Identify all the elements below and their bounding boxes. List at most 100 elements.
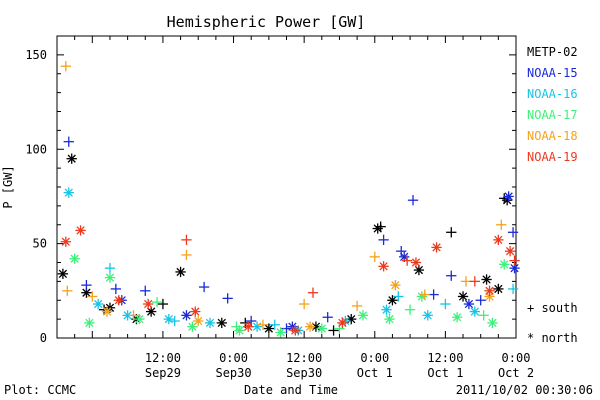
data-point-star [487,317,498,329]
data-point-plus [440,298,451,310]
data-point-plus [507,227,519,238]
data-point-star [390,279,401,291]
data-point-star [163,313,174,325]
legend-marker-key: + south [527,301,578,315]
data-point-plus [307,287,319,298]
data-point-star [316,323,327,334]
legend-item: NOAA-16 [527,87,578,101]
x-tick-label: 12:00 [145,351,181,365]
x-axis-label: Date and Time [244,383,338,397]
data-point-star [484,285,495,296]
data-point-plus [460,276,472,287]
data-point-star [75,225,86,236]
data-point-star [337,317,348,329]
data-point-star [263,323,274,334]
data-point-star [134,313,145,325]
data-point-plus [496,219,507,230]
data-point-star [93,298,104,310]
data-point-star [493,283,504,295]
x-tick-date-label: Oct 1 [427,366,463,380]
x-tick-label: 12:00 [427,351,463,365]
y-tick-label: 100 [25,142,47,156]
data-point-star [463,298,475,310]
data-point-star [66,153,77,164]
data-point-star [113,295,124,306]
data-point-star [357,310,369,321]
data-point-plus [404,304,416,315]
x-tick-label: 0:00 [360,351,389,365]
data-point-star [193,315,204,327]
data-point-star [481,274,492,285]
data-point-plus [151,296,163,308]
data-point-plus [157,298,169,310]
data-point-plus [169,315,180,327]
x-tick-date-label: Sep30 [215,366,251,380]
data-point-star [469,306,480,317]
y-tick-label: 0 [40,331,47,345]
data-point-star [378,261,389,272]
data-point-star [251,321,263,332]
data-point-plus [509,255,520,266]
data-point-star [84,317,95,329]
data-point-plus [446,270,457,281]
data-point-plus [104,263,116,274]
data-point-star [63,187,74,198]
y-tick-label: 50 [33,237,47,251]
data-point-plus [128,310,139,321]
data-point-plus [507,283,519,295]
legend-marker-key: * north [527,331,578,345]
data-point-plus [222,293,233,304]
data-point-star [146,306,157,317]
legend-item: NOAA-15 [527,66,578,80]
legend-item: METP-02 [527,45,578,59]
x-tick-date-label: Sep29 [145,366,181,380]
data-point-star [175,266,186,278]
data-point-plus [475,295,486,306]
data-point-star [57,268,69,279]
data-points [57,61,520,338]
data-point-plus [62,285,73,296]
data-point-plus [478,310,489,321]
data-point-star [104,272,116,283]
legend-item: NOAA-19 [527,150,578,164]
legend-item: NOAA-17 [527,108,578,122]
y-axis: 0 50 100 150 [25,35,516,345]
data-point-plus [401,255,413,266]
data-point-star [399,251,410,262]
data-point-plus [375,221,386,232]
y-tick-label: 150 [25,48,47,62]
y-axis-label: P [GW] [1,165,15,208]
data-point-plus [322,312,333,323]
x-tick-date-label: Oct 1 [357,366,393,380]
x-tick-label: 0:00 [219,351,248,365]
data-point-plus [328,325,339,336]
data-point-star [457,291,469,302]
data-point-star [413,264,425,276]
data-point-plus [257,319,269,330]
data-point-plus [231,321,242,332]
data-point-plus [63,136,74,147]
data-point-star [384,313,395,325]
data-point-star [204,317,216,329]
data-point-plus [198,281,210,293]
data-point-plus [81,279,92,291]
data-point-star [275,327,286,338]
data-point-plus [60,61,71,72]
data-point-plus [446,227,457,238]
data-point-star [410,257,422,268]
data-point-star [381,304,392,315]
data-point-plus [87,291,98,302]
data-point-star [243,321,254,332]
data-point-star [216,317,227,329]
data-point-star [60,236,71,247]
data-point-star [452,312,463,323]
footer-timestamp: 2011/10/02 00:30:06 [456,383,593,397]
data-point-plus [351,300,363,312]
plot-frame [56,35,517,339]
data-point-star [387,295,398,306]
legend-item: NOAA-18 [527,129,578,143]
data-point-star [69,253,80,264]
data-point-star [503,191,514,202]
data-point-plus [369,251,380,262]
